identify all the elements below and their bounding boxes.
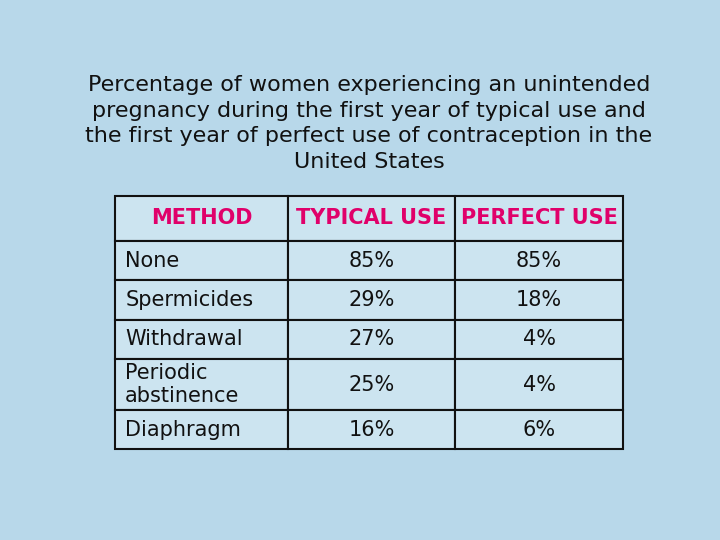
Bar [455,359,623,410]
Text: PERFECT USE: PERFECT USE [461,208,618,228]
Text: Withdrawal: Withdrawal [125,329,243,349]
Text: Diaphragm: Diaphragm [125,420,241,440]
Text: 16%: 16% [348,420,395,440]
Bar [115,280,288,320]
Text: 6%: 6% [523,420,556,440]
Bar [455,320,623,359]
Bar [288,410,455,449]
Bar [455,280,623,320]
Bar [455,241,623,280]
Bar [115,241,288,280]
Text: Spermicides: Spermicides [125,290,253,310]
Text: METHOD: METHOD [150,208,252,228]
Text: TYPICAL USE: TYPICAL USE [297,208,446,228]
Text: 18%: 18% [516,290,562,310]
Bar [288,280,455,320]
Text: 4%: 4% [523,329,556,349]
Text: 4%: 4% [523,375,556,395]
Text: 27%: 27% [348,329,395,349]
Bar [288,241,455,280]
Text: 85%: 85% [516,251,562,271]
Bar [115,359,288,410]
Bar [288,196,455,241]
Bar [115,196,288,241]
Text: Percentage of women experiencing an unintended
pregnancy during the first year o: Percentage of women experiencing an unin… [86,75,652,172]
Bar [455,410,623,449]
Bar [288,359,455,410]
Text: 29%: 29% [348,290,395,310]
Text: Periodic
abstinence: Periodic abstinence [125,363,240,406]
Text: 25%: 25% [348,375,395,395]
Bar [288,320,455,359]
Bar [455,196,623,241]
Bar [115,410,288,449]
Bar [115,320,288,359]
Text: 85%: 85% [348,251,395,271]
Text: None: None [125,251,179,271]
